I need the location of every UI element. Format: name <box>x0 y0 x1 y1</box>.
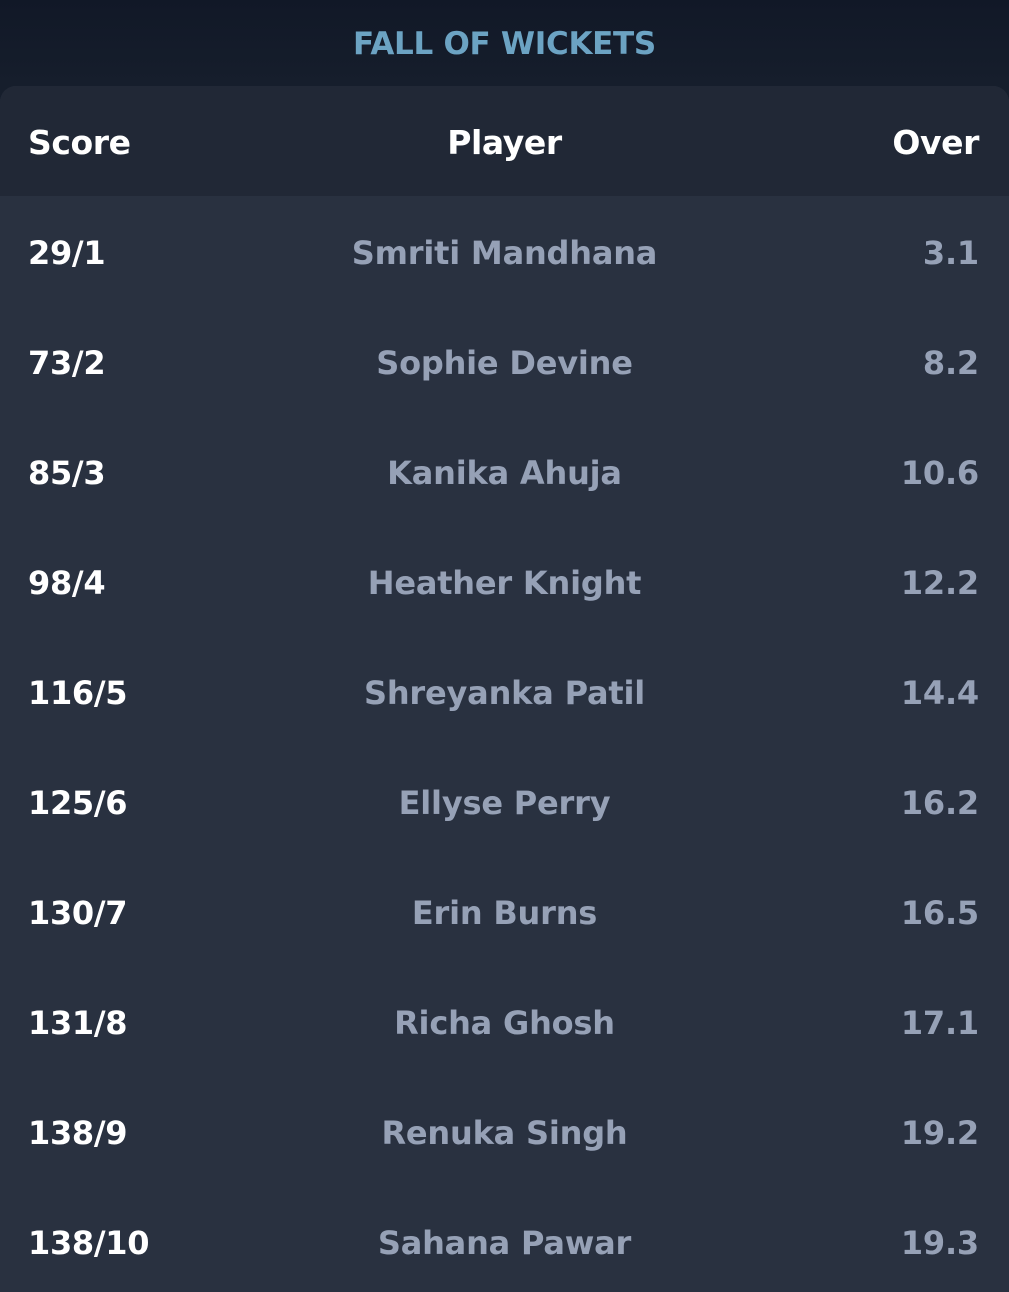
table-header: Score Player Over <box>0 86 1009 196</box>
table-row: 73/2 Sophie Devine 8.2 <box>0 306 1009 416</box>
player-cell: Sophie Devine <box>376 344 633 382</box>
score-cell: 125/6 <box>28 784 128 822</box>
fall-of-wickets-table: Score Player Over 29/1 Smriti Mandhana 3… <box>0 86 1009 1292</box>
score-cell: 130/7 <box>28 894 128 932</box>
over-cell: 16.2 <box>900 784 979 822</box>
table-row: 116/5 Shreyanka Patil 14.4 <box>0 636 1009 746</box>
score-cell: 29/1 <box>28 234 106 272</box>
player-cell: Renuka Singh <box>381 1114 628 1152</box>
over-cell: 17.1 <box>900 1004 979 1042</box>
table-row: 130/7 Erin Burns 16.5 <box>0 856 1009 966</box>
over-cell: 3.1 <box>922 234 979 272</box>
player-cell: Erin Burns <box>411 894 598 932</box>
table-row: 138/10 Sahana Pawar 19.3 <box>0 1186 1009 1292</box>
column-header-player: Player <box>447 123 562 162</box>
section-title: FALL OF WICKETS <box>353 26 656 62</box>
over-cell: 19.2 <box>900 1114 979 1152</box>
over-cell: 14.4 <box>900 674 979 712</box>
player-cell: Heather Knight <box>367 564 642 602</box>
score-cell: 138/9 <box>28 1114 128 1152</box>
score-cell: 138/10 <box>28 1224 150 1262</box>
table-row: 125/6 Ellyse Perry 16.2 <box>0 746 1009 856</box>
player-cell: Shreyanka Patil <box>364 674 645 712</box>
over-cell: 8.2 <box>922 344 979 382</box>
table-row: 138/9 Renuka Singh 19.2 <box>0 1076 1009 1186</box>
score-cell: 85/3 <box>28 454 106 492</box>
score-cell: 116/5 <box>28 674 128 712</box>
player-cell: Sahana Pawar <box>377 1224 632 1262</box>
column-header-score: Score <box>28 123 131 162</box>
over-cell: 19.3 <box>900 1224 979 1262</box>
score-cell: 131/8 <box>28 1004 128 1042</box>
score-cell: 73/2 <box>28 344 106 382</box>
column-header-over: Over <box>892 123 979 162</box>
over-cell: 10.6 <box>900 454 979 492</box>
score-cell: 98/4 <box>28 564 106 602</box>
player-cell: Richa Ghosh <box>394 1004 615 1042</box>
table-row: 131/8 Richa Ghosh 17.1 <box>0 966 1009 1076</box>
over-cell: 16.5 <box>900 894 979 932</box>
player-cell: Kanika Ahuja <box>387 454 622 492</box>
table-row: 98/4 Heather Knight 12.2 <box>0 526 1009 636</box>
over-cell: 12.2 <box>900 564 979 602</box>
player-cell: Ellyse Perry <box>398 784 611 822</box>
table-row: 29/1 Smriti Mandhana 3.1 <box>0 196 1009 306</box>
player-cell: Smriti Mandhana <box>351 234 658 272</box>
table-row: 85/3 Kanika Ahuja 10.6 <box>0 416 1009 526</box>
